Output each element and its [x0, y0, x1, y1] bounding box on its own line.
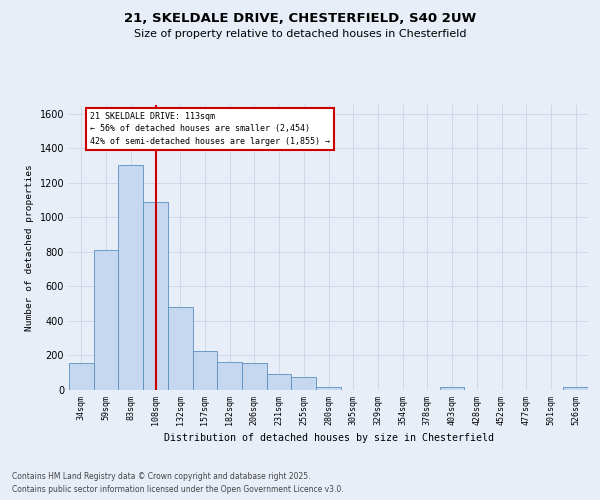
- Bar: [217, 362, 242, 390]
- Text: Size of property relative to detached houses in Chesterfield: Size of property relative to detached ho…: [134, 29, 466, 39]
- Bar: [440, 386, 464, 390]
- Bar: [94, 250, 118, 390]
- Bar: [292, 377, 316, 390]
- X-axis label: Distribution of detached houses by size in Chesterfield: Distribution of detached houses by size …: [163, 433, 493, 443]
- Bar: [316, 386, 341, 390]
- Bar: [563, 386, 588, 390]
- Bar: [242, 363, 267, 390]
- Y-axis label: Number of detached properties: Number of detached properties: [25, 164, 34, 331]
- Text: 21 SKELDALE DRIVE: 113sqm
← 56% of detached houses are smaller (2,454)
42% of se: 21 SKELDALE DRIVE: 113sqm ← 56% of detac…: [90, 112, 330, 146]
- Bar: [143, 202, 168, 390]
- Text: Contains public sector information licensed under the Open Government Licence v3: Contains public sector information licen…: [12, 485, 344, 494]
- Bar: [118, 166, 143, 390]
- Bar: [168, 307, 193, 390]
- Bar: [267, 374, 292, 390]
- Bar: [69, 363, 94, 390]
- Text: Contains HM Land Registry data © Crown copyright and database right 2025.: Contains HM Land Registry data © Crown c…: [12, 472, 311, 481]
- Text: 21, SKELDALE DRIVE, CHESTERFIELD, S40 2UW: 21, SKELDALE DRIVE, CHESTERFIELD, S40 2U…: [124, 12, 476, 26]
- Bar: [193, 351, 217, 390]
